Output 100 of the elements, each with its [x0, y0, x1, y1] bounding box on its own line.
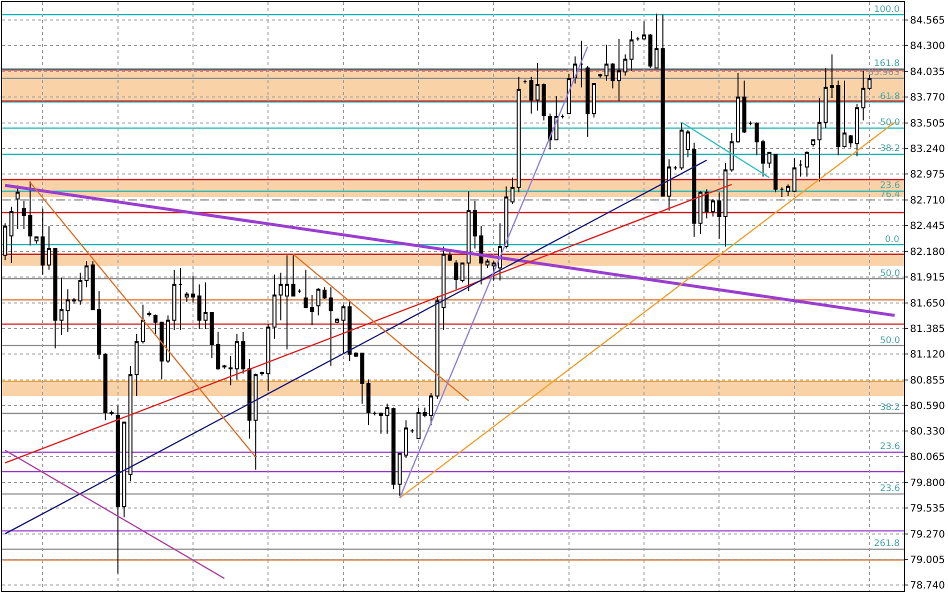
candlestick	[854, 103, 860, 157]
candlestick	[560, 114, 565, 119]
ref-line-label: 83.963	[868, 68, 900, 78]
annotation: 50.0	[880, 269, 900, 279]
annotation: 50.0	[880, 336, 900, 346]
candlestick	[824, 67, 828, 129]
candlestick	[516, 76, 521, 193]
candlestick	[592, 83, 596, 118]
y-tick-label: 82.710	[910, 195, 945, 206]
y-tick-label: 84.565	[910, 15, 945, 26]
candlestick	[122, 422, 126, 518]
annotation: 38.2	[880, 144, 900, 154]
candlestick	[416, 407, 421, 440]
annotation: 161.8	[874, 59, 900, 69]
candlestick	[542, 83, 546, 121]
candlestick	[178, 267, 183, 330]
candlestick	[90, 260, 95, 310]
candlestick	[410, 428, 414, 434]
candlestick	[184, 292, 189, 302]
candlestick	[698, 190, 702, 234]
candlestick	[774, 154, 778, 193]
y-tick-label: 79.535	[910, 504, 945, 515]
candlestick	[736, 72, 740, 144]
candlestick	[523, 79, 528, 84]
candlestick	[66, 288, 70, 332]
candlestick	[222, 364, 226, 370]
y-tick-label: 84.300	[910, 41, 945, 52]
candlestick	[767, 152, 772, 168]
candlestick	[660, 14, 665, 197]
candlestick	[116, 405, 120, 574]
annotation: 50.0	[880, 118, 900, 128]
candlestick	[272, 274, 277, 340]
candlestick	[579, 40, 584, 88]
candlestick	[140, 304, 145, 344]
candlestick	[46, 226, 52, 270]
candlestick	[328, 286, 333, 366]
candlestick	[861, 70, 866, 121]
candlestick	[134, 333, 139, 396]
annotation: 0.0	[885, 235, 900, 245]
y-tick-label: 80.065	[910, 452, 945, 464]
candlestick	[566, 73, 571, 114]
candlestick	[454, 260, 458, 290]
candlestick	[266, 324, 270, 392]
y-tick-label: 83.770	[910, 92, 945, 104]
candlestick	[234, 333, 239, 380]
annotation: 23.6	[880, 181, 900, 191]
candlestick	[710, 198, 715, 217]
candlestick	[210, 312, 214, 359]
candlestick	[836, 80, 840, 156]
candlestick	[648, 34, 652, 68]
candlestick	[586, 66, 590, 138]
candlestick	[479, 226, 484, 285]
candlestick	[830, 54, 834, 99]
annotation: 261.8	[874, 539, 900, 549]
candlestick	[72, 297, 76, 304]
y-tick-label: 78.740	[910, 580, 945, 592]
candlestick	[110, 410, 114, 416]
candlestick	[304, 269, 308, 308]
candlestick	[435, 296, 440, 400]
candlestick	[623, 54, 628, 76]
y-tick-label: 82.445	[910, 221, 945, 232]
candlestick	[53, 248, 58, 349]
candlestick	[429, 392, 434, 426]
y-tick-label: 81.120	[910, 350, 945, 361]
candlestick	[616, 38, 622, 102]
candlestick	[322, 286, 327, 300]
y-tick-label: 81.650	[910, 298, 945, 310]
candlestick	[34, 236, 38, 244]
candlestick	[291, 254, 296, 297]
candlestick	[868, 74, 872, 91]
candlestick	[642, 20, 646, 40]
candlestick	[792, 158, 796, 193]
candlestick	[84, 260, 89, 288]
candlestick	[466, 190, 471, 292]
y-tick-label: 79.270	[910, 529, 945, 540]
candlestick	[147, 311, 152, 317]
candlestick	[798, 160, 803, 178]
candlestick	[504, 186, 508, 249]
candlestick	[298, 288, 302, 294]
candlestick	[172, 269, 176, 330]
annotation: 23.6	[880, 484, 900, 494]
candlestick	[78, 272, 82, 306]
candlestick	[629, 30, 634, 72]
candlestick	[241, 331, 246, 374]
candlestick	[654, 13, 659, 68]
annotation: 100.0	[874, 5, 900, 15]
candlestick	[610, 62, 615, 89]
y-tick-label: 82.975	[910, 170, 945, 181]
candlestick	[786, 184, 790, 197]
candlestick	[673, 165, 678, 170]
candlestick	[160, 322, 164, 380]
y-tick-label: 80.855	[910, 375, 945, 386]
candlestick	[103, 352, 108, 421]
candlestick	[460, 262, 464, 283]
candlestick	[254, 373, 258, 470]
y-tick-label: 82.180	[910, 246, 945, 258]
candlestick	[398, 452, 402, 496]
candlestick	[310, 294, 314, 326]
candlestick	[730, 132, 734, 172]
candlestick	[472, 200, 477, 249]
